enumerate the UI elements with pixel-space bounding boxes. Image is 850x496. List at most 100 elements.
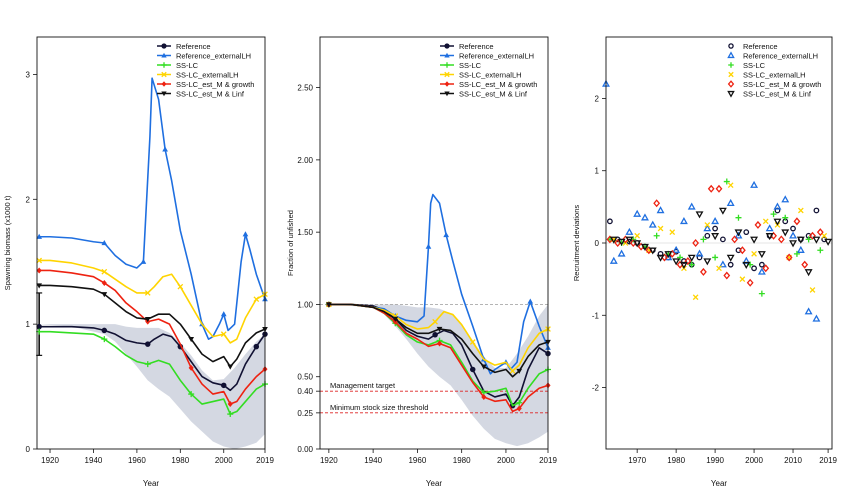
data-point — [101, 240, 108, 246]
data-point — [36, 233, 43, 239]
y-tick-label: 0 — [26, 445, 31, 454]
data-point — [700, 267, 707, 276]
data-point — [716, 265, 722, 272]
y-axis-label: Recruitment deviations — [572, 205, 581, 282]
y-tick-label: 2 — [26, 195, 31, 204]
data-point — [227, 401, 233, 408]
data-point — [606, 218, 613, 225]
data-point — [718, 207, 727, 215]
legend-swatch-marker — [444, 81, 450, 87]
legend-swatch-marker — [727, 90, 735, 98]
series-ss-lc-est-m-linf — [326, 302, 551, 378]
confidence-band — [39, 324, 265, 449]
data-point — [36, 323, 42, 330]
data-point — [672, 258, 681, 266]
data-point — [653, 199, 661, 208]
data-point — [669, 229, 676, 236]
data-point — [101, 268, 108, 275]
data-point — [731, 235, 738, 244]
data-point — [765, 224, 774, 232]
data-point — [101, 336, 108, 343]
data-point — [715, 184, 723, 193]
data-point — [692, 294, 699, 301]
x-tick-label: 1990 — [706, 456, 724, 465]
data-point — [392, 316, 399, 322]
data-point — [641, 213, 649, 221]
data-point — [672, 245, 681, 253]
data-point — [804, 269, 813, 277]
plot-frame — [36, 36, 266, 450]
y-tick-label: 2 — [595, 94, 600, 103]
data-point — [625, 236, 634, 244]
legend-swatch-marker — [444, 43, 450, 49]
series-line — [39, 259, 266, 344]
y-tick-label: 0.00 — [297, 445, 313, 454]
data-point — [718, 260, 727, 268]
data-point — [782, 214, 789, 221]
legend: ReferenceReference_externalLHSS-LCSS-LC_… — [157, 42, 254, 99]
data-point — [695, 211, 704, 219]
data-point — [625, 227, 634, 235]
data-point — [188, 337, 195, 343]
data-point — [797, 207, 804, 214]
series-reference-externallh — [602, 79, 821, 322]
y-tick-label: 2.50 — [297, 84, 313, 93]
legend-swatch-marker — [728, 71, 734, 78]
data-point — [790, 225, 796, 232]
data-point — [723, 271, 731, 280]
data-point — [735, 214, 742, 221]
legend-label: SS-LC_externalLH — [459, 71, 522, 80]
data-point — [188, 364, 194, 371]
legend-swatch-marker — [161, 81, 167, 87]
data-point — [687, 254, 696, 262]
data-point — [432, 332, 438, 338]
y-tick-label: 0.25 — [297, 409, 313, 418]
data-point — [516, 399, 523, 406]
legend-swatch-marker — [444, 91, 450, 97]
x-tick-label: 1980 — [667, 456, 685, 465]
legend-swatch-marker — [728, 62, 734, 68]
data-point — [436, 326, 443, 333]
data-point — [253, 296, 260, 303]
data-point — [617, 249, 626, 257]
data-point — [739, 276, 746, 282]
data-point — [704, 232, 711, 239]
data-point — [469, 366, 476, 373]
data-point — [719, 236, 726, 243]
data-point — [144, 290, 151, 296]
data-point — [684, 257, 692, 266]
data-point — [509, 368, 516, 374]
series-reference — [36, 323, 268, 392]
series-line — [39, 325, 266, 392]
data-point — [734, 229, 743, 237]
data-point — [253, 343, 260, 350]
x-axis-label: Year — [711, 479, 728, 488]
y-tick-label: 0.50 — [297, 373, 313, 382]
data-point — [777, 235, 785, 244]
x-tick-label: 2000 — [497, 456, 515, 465]
x-tick-label: 1960 — [128, 456, 146, 465]
data-point — [144, 317, 151, 323]
data-point — [36, 283, 43, 289]
legend-label: SS-LC — [176, 61, 199, 70]
data-point — [726, 254, 735, 262]
data-point — [816, 228, 824, 237]
data-point — [804, 307, 813, 315]
data-point — [144, 361, 151, 368]
data-point — [696, 254, 703, 261]
x-axis-label: Year — [143, 479, 160, 488]
x-tick-label: 1980 — [453, 456, 471, 465]
legend-label: Reference_externalLH — [176, 52, 251, 61]
legend-label: SS-LC_est_M & growth — [743, 80, 821, 89]
legend-swatch-marker — [161, 62, 167, 68]
data-point — [758, 261, 765, 268]
legend-swatch-marker — [161, 91, 167, 97]
data-point — [805, 236, 812, 243]
data-point — [162, 146, 168, 152]
series-line — [39, 284, 266, 368]
legend-label: Reference — [743, 42, 778, 51]
data-point — [774, 207, 781, 214]
x-tick-label: 1980 — [171, 456, 189, 465]
x-tick-label: 2000 — [745, 456, 763, 465]
